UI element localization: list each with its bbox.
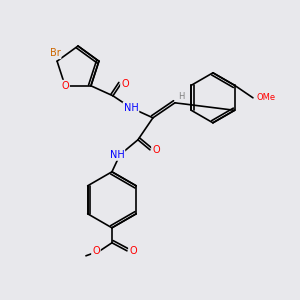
Text: O: O [61, 81, 69, 91]
Text: NH: NH [124, 103, 138, 113]
Text: O: O [121, 79, 129, 89]
Text: NH: NH [110, 150, 124, 160]
Text: O: O [129, 246, 137, 256]
Text: Br: Br [50, 48, 61, 58]
Text: O: O [92, 246, 100, 256]
Text: H: H [178, 92, 184, 101]
Text: O: O [152, 145, 160, 155]
Text: OMe: OMe [256, 93, 275, 102]
